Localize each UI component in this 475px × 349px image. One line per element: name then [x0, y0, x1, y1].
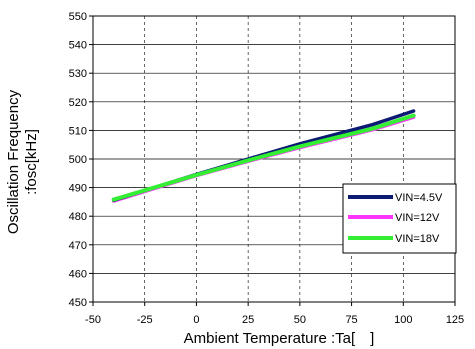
x-tick-label: 125: [446, 314, 464, 326]
legend-label-vin-4-5v: VIN=4.5V: [395, 192, 443, 204]
x-tick-label: -25: [137, 314, 153, 326]
y-tick-label: 510: [69, 125, 87, 137]
legend-label-vin-18v: VIN=18V: [395, 233, 440, 245]
x-axis-title: Ambient Temperature :Ta[ ]: [184, 330, 375, 347]
legend: VIN=4.5V VIN=12V VIN=18V: [342, 183, 457, 254]
x-tick-label: 75: [345, 314, 357, 326]
y-tick-label: 540: [69, 40, 87, 52]
y-axis-ticks: 450 460 470 480 490 500 510 520 530 540 550: [69, 11, 93, 309]
x-tick-label: 50: [294, 314, 306, 326]
legend-label-vin-12v: VIN=12V: [395, 212, 440, 224]
y-tick-label: 490: [69, 183, 87, 195]
y-tick-label: 480: [69, 211, 87, 223]
x-tick-label: 0: [193, 314, 199, 326]
y-tick-label: 460: [69, 268, 87, 280]
x-tick-label: 25: [242, 314, 254, 326]
x-tick-label: 100: [394, 314, 412, 326]
y-tick-label: 450: [69, 297, 87, 309]
x-axis-ticks: -50 -25 0 25 50 75 100 125: [85, 302, 464, 326]
y-axis-title-line-1: Oscillation Frequency: [5, 89, 22, 234]
y-tick-label: 520: [69, 97, 87, 109]
y-tick-label: 550: [69, 11, 87, 23]
series-lines: [111, 109, 416, 203]
x-tick-label: -50: [85, 314, 101, 326]
y-tick-label: 500: [69, 154, 87, 166]
y-tick-label: 470: [69, 240, 87, 252]
y-tick-label: 530: [69, 68, 87, 80]
y-axis-title-line-2: :fosc[kHz]: [23, 129, 40, 195]
series-line-vin-18v: [111, 113, 416, 202]
